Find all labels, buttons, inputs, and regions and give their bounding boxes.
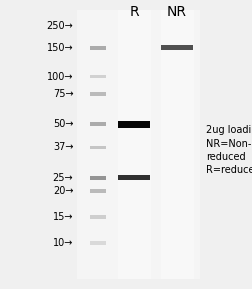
Bar — [89, 146, 106, 149]
Bar — [89, 176, 106, 179]
Text: 20→: 20→ — [53, 186, 73, 196]
Text: NR: NR — [166, 5, 186, 18]
Bar — [89, 215, 106, 218]
Text: 100→: 100→ — [47, 72, 73, 81]
Text: 250→: 250→ — [46, 21, 73, 31]
Bar — [160, 10, 193, 279]
Bar — [118, 121, 149, 128]
Text: 150→: 150→ — [47, 43, 73, 53]
Bar — [117, 10, 150, 279]
Text: 50→: 50→ — [53, 119, 73, 129]
Bar — [89, 92, 106, 96]
Text: 25→: 25→ — [52, 173, 73, 183]
Bar — [89, 75, 106, 78]
Text: 37→: 37→ — [53, 142, 73, 152]
Bar — [89, 122, 106, 126]
Bar — [89, 46, 106, 50]
Text: R: R — [129, 5, 138, 18]
Text: 75→: 75→ — [52, 89, 73, 99]
Bar — [118, 175, 149, 180]
Bar — [77, 10, 199, 279]
Bar — [89, 189, 106, 193]
Text: 15→: 15→ — [53, 212, 73, 222]
Text: 2ug loading
NR=Non-
reduced
R=reduced: 2ug loading NR=Non- reduced R=reduced — [205, 125, 252, 175]
Text: 10→: 10→ — [53, 238, 73, 248]
Bar — [89, 241, 106, 244]
Bar — [161, 45, 192, 50]
